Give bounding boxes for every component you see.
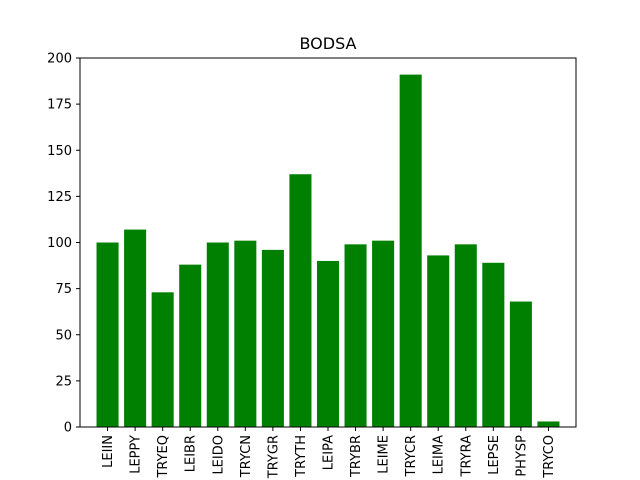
y-tick-label: 50 <box>55 328 72 343</box>
y-tick-label: 150 <box>47 144 72 159</box>
bar-trygr <box>261 249 284 427</box>
bar-leime <box>372 240 395 427</box>
bar-leipa <box>316 260 340 427</box>
x-tick-label: LEPPY <box>129 435 144 474</box>
x-tick-label: LEIBR <box>184 435 199 472</box>
x-tick-label: PHYSP <box>514 435 529 477</box>
x-tick-label: LEIMA <box>432 435 447 475</box>
x-tick-label: LEIIN <box>101 435 116 468</box>
plot-frame <box>79 57 577 428</box>
y-tick-label: 200 <box>47 52 72 67</box>
bar-leido <box>206 242 229 427</box>
x-tick-label: TRYCN <box>239 435 254 478</box>
bar-leiin <box>96 242 119 427</box>
x-tick-label: TRYRA <box>459 435 474 478</box>
bar-trycr <box>399 74 422 428</box>
bar-lepse <box>482 262 505 427</box>
y-tick-label: 175 <box>47 98 72 113</box>
y-axis: 0 25 50 75 100 125 150 175 200 <box>47 52 80 436</box>
bar-leppy <box>124 229 147 427</box>
bar-tryth <box>289 174 312 427</box>
bar-trycn <box>234 240 257 427</box>
bars-layer <box>96 74 560 428</box>
x-tick-label: TRYGR <box>266 435 281 479</box>
x-tick-label: TRYBR <box>349 435 364 478</box>
y-tick-label: 0 <box>64 421 72 436</box>
bar-physp <box>509 301 532 427</box>
bar-tryeq <box>151 292 174 427</box>
x-tick-label: LEIPA <box>322 435 337 470</box>
bar-leima <box>427 255 450 427</box>
bar-tryco <box>537 421 560 427</box>
y-tick-label: 125 <box>47 190 72 205</box>
x-tick-label: LEIDO <box>211 435 226 475</box>
x-tick-label: LEPSE <box>487 435 502 475</box>
bar-tryra <box>454 244 477 427</box>
bar-trybr <box>344 244 367 427</box>
chart-title: BODSA <box>299 34 356 53</box>
x-axis: LEIIN LEPPY TRYEQ LEIBR LEIDO TRYCN TRYGR TRYTH… <box>101 427 557 479</box>
x-tick-label: LEIME <box>377 435 392 474</box>
x-tick-label: TRYEQ <box>156 435 171 479</box>
x-tick-label: TRYCO <box>542 435 557 479</box>
x-tick-label: TRYCR <box>404 435 419 477</box>
y-tick-label: 75 <box>55 282 72 297</box>
bar-leibr <box>179 264 202 427</box>
x-tick-label: TRYTH <box>294 435 309 478</box>
y-tick-label: 25 <box>55 374 72 389</box>
y-tick-label: 100 <box>47 236 72 251</box>
